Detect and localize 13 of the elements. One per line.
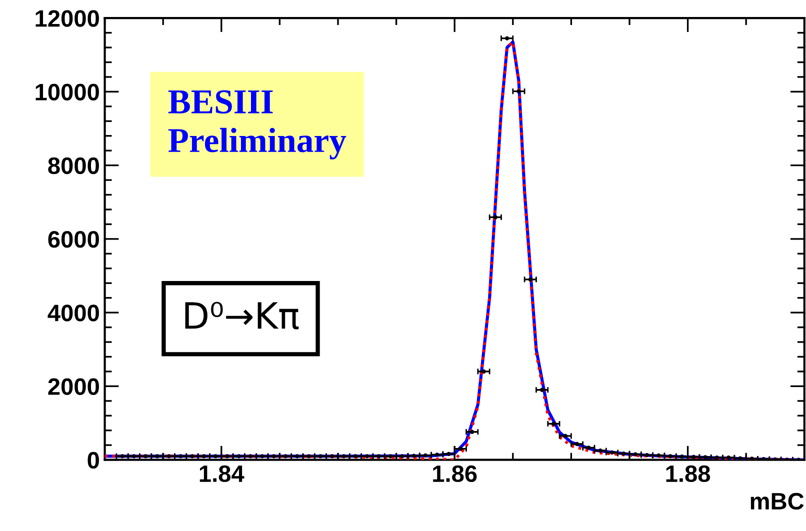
y-tick-label: 8000 bbox=[48, 157, 99, 174]
annotation: BESIII Preliminary bbox=[168, 90, 346, 160]
y-tick-label: 12000 bbox=[36, 10, 99, 27]
y-tick-label: 2000 bbox=[48, 378, 99, 395]
y-tick-label: 6000 bbox=[48, 231, 99, 248]
y-tick-label: 4000 bbox=[48, 304, 99, 322]
x-tick-label: 1.86 bbox=[433, 465, 477, 482]
y-tick-label: 10000 bbox=[36, 84, 99, 100]
annotation: D⁰→Kπ bbox=[185, 302, 299, 330]
x-tick-label: 1.88 bbox=[666, 465, 710, 482]
x-tick-label: 1.84 bbox=[200, 465, 244, 482]
x-axis-title: mBC bbox=[750, 492, 804, 510]
y-tick-label: 0 bbox=[88, 452, 99, 469]
